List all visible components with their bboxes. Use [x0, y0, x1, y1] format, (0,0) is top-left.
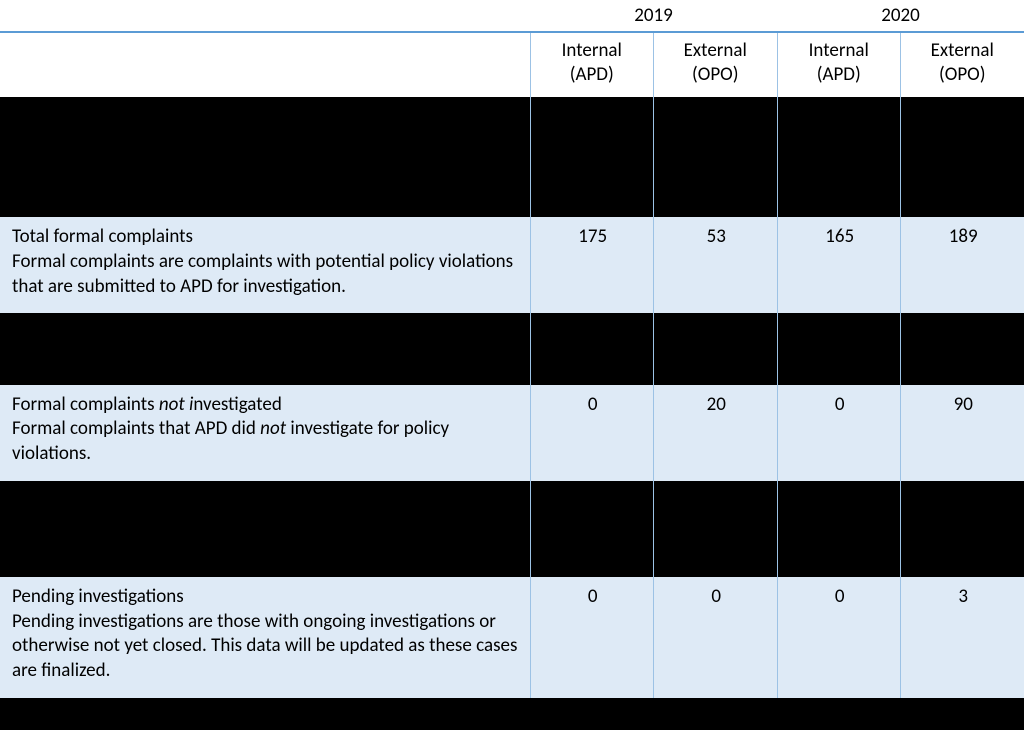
row-value: 0: [530, 577, 654, 698]
row-description: Total formal complaints sustainedSustain…: [0, 481, 530, 577]
subheader-line2: (OPO): [692, 63, 739, 86]
row-value: N/A: [530, 97, 654, 218]
table-row: Formal complaints not investigatedFormal…: [0, 385, 1024, 481]
row-description: Pending investigationsPending investigat…: [0, 577, 530, 698]
subheader-line2: (APD): [817, 63, 861, 86]
row-value: 135: [530, 481, 654, 577]
subheader-internal-2020: Internal (APD): [777, 32, 901, 97]
row-value: 53: [654, 217, 778, 313]
footer-spacer: [0, 698, 1024, 720]
row-description: Total contactsA contact is a potential c…: [0, 97, 530, 218]
subheader-line1: External: [931, 39, 994, 62]
row-value: 25: [654, 481, 778, 577]
row-value: 189: [901, 217, 1024, 313]
row-value: 20: [654, 385, 778, 481]
row-title: Total formal complaints: [12, 225, 520, 250]
row-value: 0: [777, 385, 901, 481]
table-row: Formal complaints investigatedFormal com…: [0, 313, 1024, 384]
row-body: Pending investigations are those with on…: [12, 610, 520, 684]
row-value: 0: [530, 385, 654, 481]
header-blank: [0, 0, 530, 32]
row-body: Formal complaints are complaints with po…: [12, 250, 520, 299]
row-value: N/A: [777, 97, 901, 218]
row-value: 96: [901, 313, 1024, 384]
row-description: Formal complaints investigatedFormal com…: [0, 313, 530, 384]
row-value: 165: [777, 217, 901, 313]
subheader-line1: Internal: [809, 39, 869, 62]
table-row: Total formal complaintsFormal complaints…: [0, 217, 1024, 313]
row-value: 62: [901, 481, 1024, 577]
complaints-table: 2019 2020 Internal (APD) External (OPO) …: [0, 0, 1024, 720]
row-title: Formal complaints not investigated: [12, 393, 520, 418]
row-value: 165: [777, 313, 901, 384]
row-value: 70: [777, 481, 901, 577]
row-value: 175: [530, 313, 654, 384]
table-row: Total formal complaints sustainedSustain…: [0, 481, 1024, 577]
row-title: Formal complaints investigated: [12, 321, 520, 346]
row-value: 0: [777, 577, 901, 698]
subheader-line1: External: [684, 39, 747, 62]
row-value: 90: [901, 385, 1024, 481]
table-container: 2019 2020 Internal (APD) External (OPO) …: [0, 0, 1024, 720]
subheader-line2: (APD): [570, 63, 614, 86]
row-body: Formal complaints that APD investigated …: [12, 346, 520, 371]
year-header-2020: 2020: [777, 0, 1024, 32]
subheader-blank: [0, 32, 530, 97]
table-row: Total contactsA contact is a potential c…: [0, 97, 1024, 218]
row-description: Total formal complaintsFormal complaints…: [0, 217, 530, 313]
row-value: 33: [654, 313, 778, 384]
subheader-line2: (OPO): [939, 63, 986, 86]
sub-header-row: Internal (APD) External (OPO) Internal (…: [0, 32, 1024, 97]
row-title: Total contacts: [12, 105, 520, 130]
subheader-external-2020: External (OPO): [901, 32, 1024, 97]
year-header-row: 2019 2020: [0, 0, 1024, 32]
row-title: Total formal complaints sustained: [12, 489, 520, 514]
row-body: Sustained complaints are those where APD…: [12, 513, 520, 562]
row-value: 175: [530, 217, 654, 313]
subheader-line1: Internal: [562, 39, 622, 62]
row-body: Formal complaints that APD did not inves…: [12, 417, 520, 466]
row-value: 2339: [901, 97, 1024, 218]
year-header-2019: 2019: [530, 0, 777, 32]
subheader-external-2019: External (OPO): [654, 32, 778, 97]
row-body: A contact is a potential complaint submi…: [12, 129, 520, 203]
row-value: 1951: [654, 97, 778, 218]
subheader-internal-2019: Internal (APD): [530, 32, 654, 97]
row-value: 0: [654, 577, 778, 698]
row-title: Pending investigations: [12, 585, 520, 610]
table-row: Pending investigationsPending investigat…: [0, 577, 1024, 698]
row-description: Formal complaints not investigatedFormal…: [0, 385, 530, 481]
row-value: 3: [901, 577, 1024, 698]
